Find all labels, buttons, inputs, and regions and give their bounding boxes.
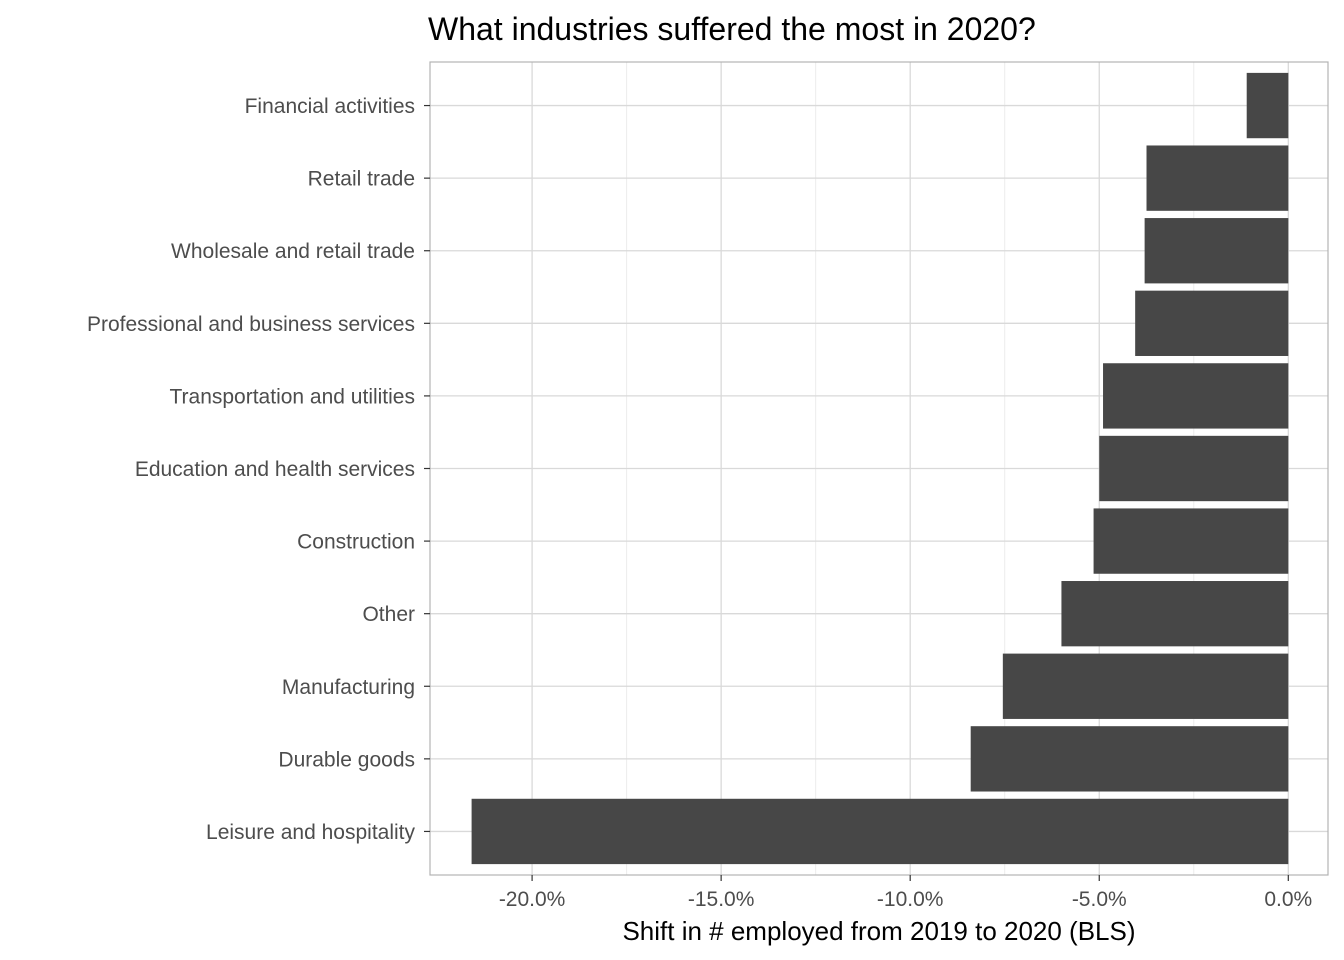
- x-tick-label: -5.0%: [1072, 888, 1127, 911]
- bar-wholesale-and-retail-trade: [1144, 218, 1289, 284]
- y-tick-label: Professional and business services: [87, 313, 415, 336]
- chart-title: What industries suffered the most in 202…: [428, 11, 1036, 47]
- x-tick-label: 0.0%: [1264, 888, 1312, 911]
- bar-professional-and-business-services: [1135, 290, 1289, 356]
- bar-construction: [1093, 508, 1289, 574]
- y-tick-label: Construction: [297, 531, 415, 554]
- x-tick-label: -10.0%: [877, 888, 944, 911]
- bar-leisure-and-hospitality: [471, 798, 1289, 865]
- x-tick-label: -15.0%: [688, 888, 755, 911]
- y-tick-label: Other: [362, 603, 415, 626]
- x-axis: -20.0% -15.0% -10.0% -5.0% 0.0%: [499, 875, 1312, 911]
- bar-manufacturing: [1002, 653, 1289, 719]
- y-axis: Financial activities Retail trade Wholesal…: [87, 95, 430, 844]
- x-tick-label: -20.0%: [499, 888, 566, 911]
- bar-other: [1061, 581, 1289, 647]
- x-axis-label: Shift in # employed from 2019 to 2020 (B…: [622, 916, 1135, 946]
- y-tick-label: Leisure and hospitality: [206, 821, 415, 844]
- y-tick-label: Education and health services: [135, 458, 415, 481]
- y-tick-label: Durable goods: [278, 748, 415, 771]
- y-tick-label: Transportation and utilities: [169, 385, 415, 408]
- bars: [471, 72, 1289, 865]
- y-tick-label: Manufacturing: [282, 676, 415, 699]
- y-tick-label: Retail trade: [308, 168, 415, 191]
- bar-transportation-and-utilities: [1103, 363, 1289, 429]
- bar-financial-activities: [1246, 72, 1289, 139]
- bar-education-and-health-services: [1099, 435, 1289, 502]
- y-tick-label: Financial activities: [245, 95, 415, 118]
- bar-retail-trade: [1146, 145, 1289, 211]
- bar-durable-goods: [970, 726, 1289, 792]
- y-tick-label: Wholesale and retail trade: [171, 240, 415, 263]
